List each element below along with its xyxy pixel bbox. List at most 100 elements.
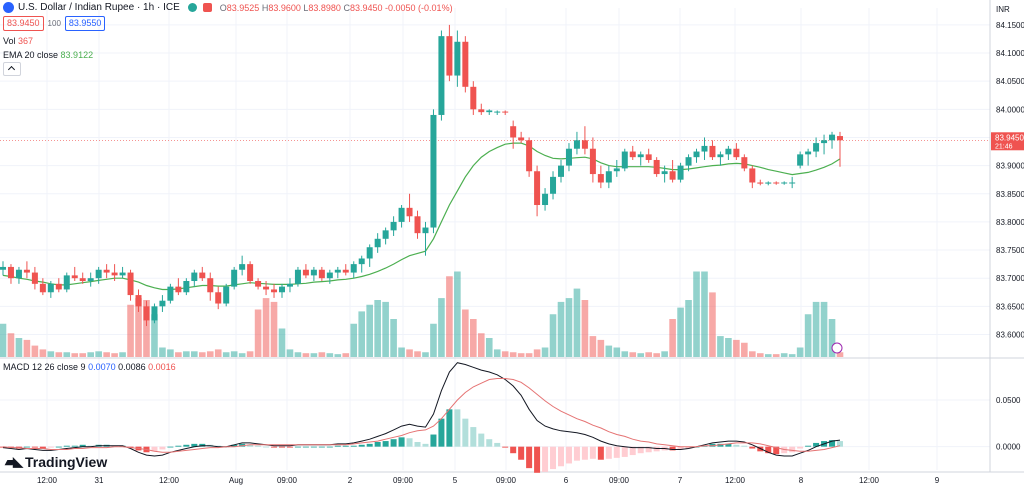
volume-bar bbox=[470, 319, 477, 357]
candle-body bbox=[661, 171, 668, 175]
macd-histogram-bar bbox=[414, 442, 421, 447]
ema-legend[interactable]: EMA 20 close 83.9122 bbox=[3, 50, 93, 60]
macd-histogram-bar bbox=[263, 446, 270, 448]
macd-histogram-bar bbox=[358, 444, 365, 447]
signal-line bbox=[2, 378, 841, 453]
volume-bar bbox=[621, 351, 629, 357]
volume-bar bbox=[605, 345, 613, 357]
macd-line bbox=[2, 362, 841, 457]
candle-body bbox=[637, 154, 644, 158]
candle-body bbox=[685, 157, 692, 166]
candle-body bbox=[749, 168, 756, 183]
volume-bar bbox=[127, 304, 134, 357]
volume-bar bbox=[557, 301, 565, 357]
macd-histogram-bar bbox=[334, 445, 341, 447]
candle-body bbox=[422, 227, 429, 234]
volume-bar bbox=[382, 301, 389, 357]
candle-body bbox=[350, 264, 357, 273]
candle-body bbox=[31, 272, 38, 284]
candle-body bbox=[669, 171, 676, 180]
macd-histogram-bar bbox=[374, 442, 381, 447]
macd-value: 0.0070 bbox=[88, 362, 116, 372]
candle-body bbox=[773, 182, 780, 184]
last-price-value: 83.9450 bbox=[995, 133, 1024, 142]
macd-label: MACD 12 26 close 9 bbox=[3, 362, 86, 372]
macd-histogram-bar bbox=[342, 445, 349, 447]
macd-histogram-bar bbox=[71, 445, 78, 447]
macd-histogram-bar bbox=[733, 444, 740, 447]
candle-body bbox=[518, 137, 525, 141]
volume-bar bbox=[206, 351, 214, 357]
candle-body bbox=[366, 247, 373, 259]
price-tick-label: 84.0500 bbox=[996, 77, 1024, 86]
volume-bar bbox=[454, 271, 461, 357]
candle-body bbox=[215, 292, 222, 304]
candle-body bbox=[701, 145, 708, 152]
candle-body bbox=[781, 182, 788, 184]
candle-body bbox=[510, 126, 517, 138]
time-tick-label: 12:00 bbox=[725, 476, 746, 485]
volume-bar bbox=[254, 309, 262, 357]
candle-body bbox=[398, 207, 405, 222]
macd-histogram-bar bbox=[653, 446, 660, 452]
macd-histogram-bar bbox=[605, 446, 612, 459]
candle-body bbox=[573, 140, 580, 149]
candle-body bbox=[693, 151, 700, 158]
low-value: 83.8980 bbox=[308, 2, 341, 13]
macd-histogram-bar bbox=[31, 446, 38, 448]
volume-bar bbox=[597, 339, 605, 357]
macd-histogram-bar bbox=[398, 437, 405, 447]
macd-legend[interactable]: MACD 12 26 close 9 0.0070 0.0086 0.0016 bbox=[3, 362, 176, 372]
volume-bar bbox=[541, 347, 549, 357]
symbol-title[interactable]: U.S. Dollar / Indian Rupee · 1h · ICE bbox=[18, 2, 180, 13]
volume-bar bbox=[589, 336, 597, 357]
volume-bar bbox=[366, 304, 373, 357]
collapse-legend-button[interactable] bbox=[3, 62, 21, 76]
volume-bar bbox=[198, 352, 206, 357]
currency-label[interactable]: INR bbox=[996, 5, 1010, 14]
candle-body bbox=[534, 171, 541, 206]
ema-line bbox=[2, 142, 841, 291]
settings-icon[interactable] bbox=[202, 3, 212, 12]
volume-bar bbox=[214, 349, 222, 357]
volume-bar bbox=[63, 352, 71, 357]
macd-histogram-bar bbox=[526, 446, 533, 469]
macd-histogram-bar bbox=[813, 442, 820, 447]
macd-histogram-bar bbox=[255, 445, 262, 447]
macd-histogram-bar bbox=[470, 427, 477, 447]
volume-bar bbox=[517, 353, 525, 357]
candle-body bbox=[757, 182, 764, 184]
volume-bar bbox=[95, 351, 102, 357]
close-value: 83.9450 bbox=[349, 2, 383, 13]
macd-histogram-bar bbox=[183, 444, 190, 447]
candle-body bbox=[813, 143, 820, 152]
sell-button[interactable]: 83.9450 bbox=[3, 16, 44, 31]
change-value: -0.0050 (-0.01%) bbox=[385, 2, 453, 13]
volume-bar bbox=[39, 349, 47, 357]
tradingview-logo[interactable]: ▰◣ TradingView bbox=[5, 454, 107, 470]
candle-body bbox=[470, 86, 477, 110]
macd-tick-label: 0.0500 bbox=[996, 396, 1021, 405]
macd-histogram-bar bbox=[677, 446, 684, 450]
volume-legend[interactable]: Vol 367 bbox=[3, 36, 33, 46]
signal-value: 0.0086 bbox=[118, 362, 146, 372]
candle-body bbox=[414, 216, 421, 234]
macd-histogram-bar bbox=[286, 446, 293, 448]
candle-body bbox=[15, 269, 22, 279]
buy-button[interactable]: 83.9550 bbox=[64, 16, 106, 31]
candle-body bbox=[382, 230, 389, 239]
volume-bar bbox=[167, 349, 174, 357]
macd-histogram-bar bbox=[494, 442, 501, 447]
candle-body bbox=[310, 269, 317, 276]
candle-body bbox=[326, 272, 333, 279]
time-tick-label: 31 bbox=[95, 476, 104, 485]
eye-icon[interactable] bbox=[187, 3, 197, 12]
candle-body bbox=[135, 295, 142, 307]
macd-histogram-bar bbox=[805, 445, 812, 447]
candle-body bbox=[7, 266, 14, 279]
volume-bar bbox=[549, 314, 557, 357]
macd-histogram-bar bbox=[613, 446, 620, 458]
volume-bar bbox=[749, 351, 756, 357]
macd-histogram-bar bbox=[749, 446, 756, 449]
